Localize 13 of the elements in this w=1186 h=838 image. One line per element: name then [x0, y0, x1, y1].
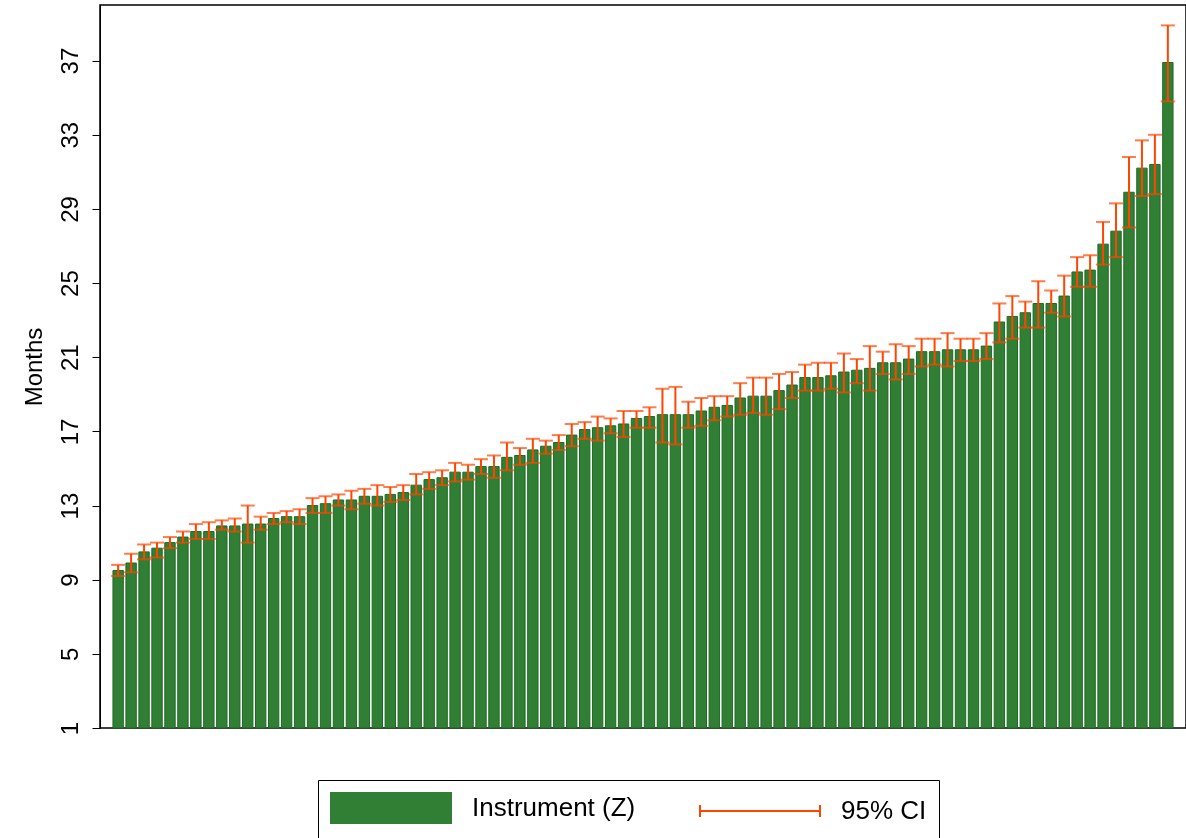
y-tick-label: 29	[55, 196, 83, 223]
y-tick-label: 25	[55, 270, 83, 297]
text: 95% CI	[841, 795, 927, 825]
legend-label: Instrument (Z)	[472, 792, 636, 822]
y-tick-label: 13	[55, 492, 83, 520]
y-tick-label: 21	[55, 344, 83, 372]
y-tick-label: 17	[55, 418, 83, 446]
y-tick-label: 37	[55, 47, 83, 75]
y-axis-title: Months	[19, 327, 47, 407]
y-tick-label: 9	[55, 573, 83, 587]
y-tick-label: 1	[55, 721, 83, 736]
y-tick-label: 33	[55, 121, 83, 149]
y-tick-label: 5	[55, 647, 83, 662]
